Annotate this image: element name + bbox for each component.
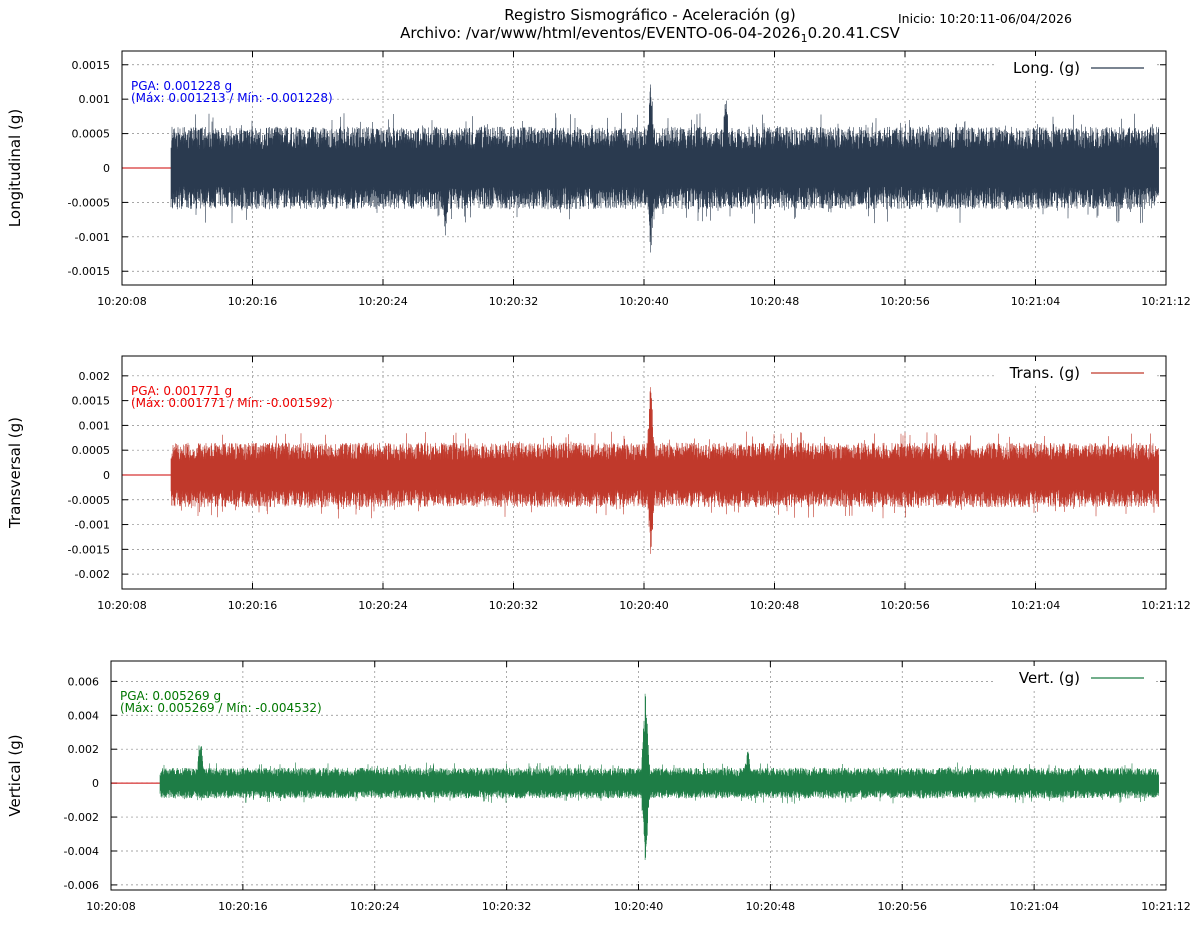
- panel-vertical: 0.006 0.004 0.002 0 -0.002 -0.004 -0.006 10:20:…: [6, 660, 1191, 913]
- signal-vertical: [159, 693, 1159, 861]
- y-tick-label: 0.004: [68, 709, 100, 722]
- y-tick-label: 0.0005: [72, 444, 111, 457]
- y-tick-label: 0.0005: [72, 128, 111, 141]
- y-tick-label: 0.002: [79, 370, 111, 383]
- x-tick-label: 10:20:32: [489, 599, 538, 610]
- x-tick-label: 10:21:04: [1009, 900, 1058, 913]
- x-tick-label: 10:20:56: [880, 295, 929, 305]
- panel-transversal: 0.002 0.0015 0.001 0.0005 0 -0.0005 -0.001 -0.0…: [6, 355, 1191, 610]
- y-tick-label: 0.001: [79, 93, 111, 106]
- legend-label-vertical: Vert. (g): [1019, 669, 1080, 687]
- x-tick-label: 10:21:04: [1011, 295, 1060, 305]
- x-tick-label: 10:20:24: [358, 295, 407, 305]
- x-tick-label: 10:20:40: [619, 295, 668, 305]
- y-axis-title: Transversal (g): [6, 417, 24, 529]
- pga-label-vertical: PGA: 0.005269 g: [120, 689, 221, 703]
- y-axis-title: Longitudinal (g): [6, 109, 24, 227]
- pga-range-transversal: (Máx: 0.001771 / Mín: -0.001592): [131, 396, 333, 410]
- plot-frame: [121, 50, 1167, 286]
- y-tick-label: 0.006: [68, 675, 100, 688]
- x-tick-label: 10:20:08: [86, 900, 135, 913]
- start-time-label: Inicio: 10:20:11-06/04/2026: [898, 11, 1072, 26]
- pga-label-transversal: PGA: 0.001771 g: [131, 384, 232, 398]
- x-tick-label: 10:20:24: [358, 599, 407, 610]
- plot-frame: [110, 660, 1167, 891]
- x-tick-label: 10:20:16: [228, 599, 277, 610]
- y-tick-label: 0.002: [68, 743, 100, 756]
- x-tick-label: 10:20:08: [97, 599, 146, 610]
- y-tick-label: -0.001: [75, 231, 110, 244]
- x-tick-label: 10:20:24: [350, 900, 399, 913]
- file-label-prefix: Archivo: /var/www/html/eventos/EVENTO-06…: [400, 24, 801, 42]
- x-tick-label: 10:20:48: [750, 599, 799, 610]
- y-tick-label: 0.0015: [72, 59, 111, 72]
- x-tick-label: 10:20:40: [619, 599, 668, 610]
- y-tick-label: -0.002: [75, 568, 110, 581]
- x-tick-label: 10:21:12: [1141, 599, 1190, 610]
- y-tick-label: -0.004: [64, 845, 99, 858]
- y-axis-title: Vertical (g): [6, 734, 24, 816]
- x-tick-label: 10:20:48: [746, 900, 795, 913]
- x-tick-label: 10:20:16: [228, 295, 277, 305]
- x-tick-label: 10:20:16: [218, 900, 267, 913]
- x-tick-label: 10:21:12: [1141, 900, 1190, 913]
- x-tick-label: 10:21:04: [1011, 599, 1060, 610]
- panel-longitudinal: 0.0015 0.001 0.0005 0 -0.0005 -0.001 -0.0015 10…: [6, 50, 1191, 305]
- chart-title: Registro Sismográfico - Aceleración (g): [504, 6, 796, 24]
- x-tick-label: 10:20:32: [482, 900, 531, 913]
- signal-longitudinal: [170, 84, 1159, 253]
- y-tick-label: -0.0015: [68, 543, 110, 556]
- y-tick-label: 0: [92, 777, 99, 790]
- plot-frame: [121, 355, 1167, 590]
- y-tick-label: -0.001: [75, 519, 110, 532]
- legend-label-longitudinal: Long. (g): [1013, 59, 1080, 77]
- x-tick-label: 10:20:08: [97, 295, 146, 305]
- x-tick-label: 10:21:12: [1141, 295, 1190, 305]
- y-tick-label: 0: [103, 469, 110, 482]
- x-tick-label: 10:20:40: [614, 900, 663, 913]
- signal-transversal: [170, 387, 1159, 554]
- y-tick-label: -0.002: [64, 811, 99, 824]
- file-label-suffix: 0.20.41.CSV: [807, 24, 900, 42]
- y-tick-label: 0.001: [79, 419, 111, 432]
- file-label-subscript: 1: [800, 32, 808, 45]
- pga-range-longitudinal: (Máx: 0.001213 / Mín: -0.001228): [131, 91, 333, 105]
- legend-label-transversal: Trans. (g): [1009, 364, 1080, 382]
- x-tick-label: 10:20:48: [750, 295, 799, 305]
- y-tick-label: 0.0015: [72, 395, 111, 408]
- y-tick-label: 0: [103, 162, 110, 175]
- x-tick-label: 10:20:32: [489, 295, 538, 305]
- x-tick-label: 10:20:56: [878, 900, 927, 913]
- x-tick-label: 10:20:56: [880, 599, 929, 610]
- y-tick-label: -0.0015: [68, 265, 110, 278]
- file-label: Archivo: /var/www/html/eventos/EVENTO-06…: [300, 24, 1000, 45]
- pga-label-longitudinal: PGA: 0.001228 g: [131, 79, 232, 93]
- pga-range-vertical: (Máx: 0.005269 / Mín: -0.004532): [120, 701, 322, 715]
- y-tick-label: -0.0005: [68, 494, 110, 507]
- y-tick-label: -0.0005: [68, 196, 110, 209]
- y-tick-label: -0.006: [64, 879, 99, 892]
